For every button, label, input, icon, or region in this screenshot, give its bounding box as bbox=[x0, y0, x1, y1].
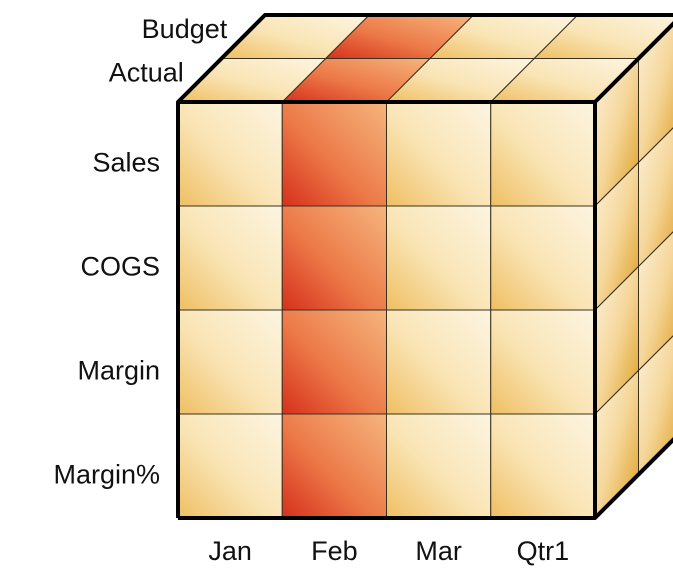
row-label: Sales bbox=[92, 148, 160, 178]
front-cell bbox=[491, 206, 595, 310]
front-cell bbox=[282, 310, 386, 414]
front-cell bbox=[491, 414, 595, 518]
data-cube-diagram: Budget Actual Sales COGS Margin Margin% Jan Feb… bbox=[0, 0, 673, 577]
front-cell bbox=[387, 206, 491, 310]
cube bbox=[178, 15, 673, 518]
front-cell bbox=[282, 102, 386, 206]
front-cell bbox=[178, 206, 282, 310]
column-label: Qtr1 bbox=[517, 536, 570, 566]
front-cell bbox=[178, 310, 282, 414]
row-label: Margin bbox=[77, 356, 160, 386]
row-label: Margin% bbox=[53, 460, 160, 490]
front-cell bbox=[491, 310, 595, 414]
front-cell bbox=[387, 310, 491, 414]
column-label: Mar bbox=[415, 536, 462, 566]
depth-label: Actual bbox=[109, 57, 184, 87]
front-cell bbox=[178, 414, 282, 518]
front-cell bbox=[282, 414, 386, 518]
depth-label: Budget bbox=[142, 14, 228, 44]
front-cell bbox=[491, 102, 595, 206]
row-label: COGS bbox=[80, 252, 160, 282]
front-cell bbox=[387, 102, 491, 206]
column-label: Feb bbox=[311, 536, 358, 566]
front-cell bbox=[282, 206, 386, 310]
front-cell bbox=[178, 102, 282, 206]
front-cell bbox=[387, 414, 491, 518]
column-label: Jan bbox=[208, 536, 252, 566]
